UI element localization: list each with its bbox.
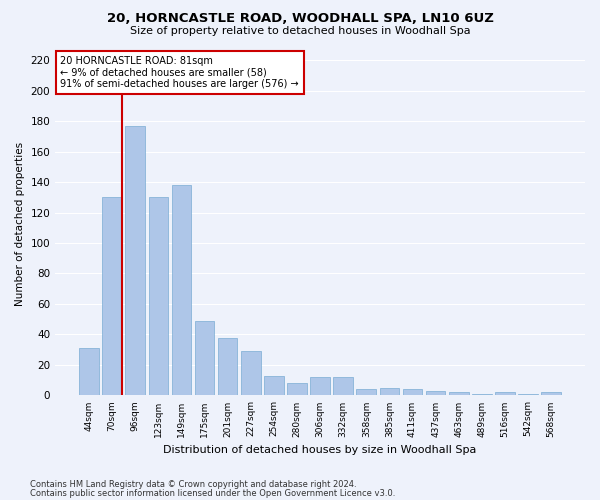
Bar [149,198,168,396]
Bar [334,377,353,396]
X-axis label: Distribution of detached houses by size in Woodhall Spa: Distribution of detached houses by size … [163,445,477,455]
Text: Contains HM Land Registry data © Crown copyright and database right 2024.: Contains HM Land Registry data © Crown c… [30,480,356,489]
Text: Size of property relative to detached houses in Woodhall Spa: Size of property relative to detached ho… [130,26,470,36]
Bar [356,390,376,396]
Bar [264,376,284,396]
Bar [310,377,330,396]
Bar [449,392,469,396]
Bar [103,198,122,396]
Bar [195,320,214,396]
Y-axis label: Number of detached properties: Number of detached properties [15,142,25,306]
Text: Contains public sector information licensed under the Open Government Licence v3: Contains public sector information licen… [30,489,395,498]
Text: 20 HORNCASTLE ROAD: 81sqm
← 9% of detached houses are smaller (58)
91% of semi-d: 20 HORNCASTLE ROAD: 81sqm ← 9% of detach… [61,56,299,89]
Bar [287,383,307,396]
Bar [426,391,445,396]
Text: 20, HORNCASTLE ROAD, WOODHALL SPA, LN10 6UZ: 20, HORNCASTLE ROAD, WOODHALL SPA, LN10 … [107,12,493,26]
Bar [172,185,191,396]
Bar [241,351,260,396]
Bar [495,392,515,396]
Bar [518,394,538,396]
Bar [125,126,145,396]
Bar [218,338,238,396]
Bar [403,390,422,396]
Bar [472,394,491,396]
Bar [79,348,99,396]
Bar [380,388,399,396]
Bar [541,392,561,396]
